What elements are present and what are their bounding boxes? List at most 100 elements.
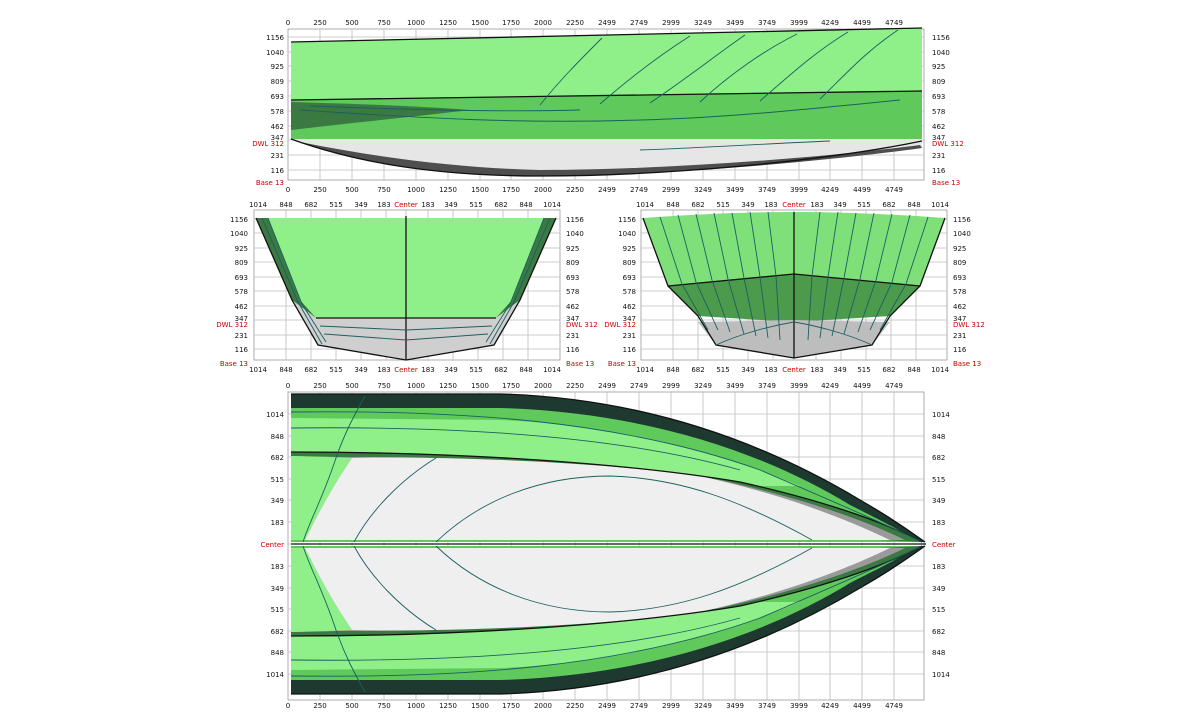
body-right-y-tick-right-3: 809 [953,259,966,267]
body-right-y-tick-right-2: 925 [953,245,966,253]
profile-x-tick-bottom-14: 3499 [726,186,744,194]
profile-x-tick-bottom-9: 2250 [566,186,584,194]
profile-x-tick-bottom-0: 0 [286,186,290,194]
body-left-x-tick-bottom-10: 682 [494,366,507,374]
profile-x-tick-top-18: 4499 [853,19,871,27]
plan-y-tick-right-9: 515 [932,606,945,614]
body-left-station-lines [261,217,551,345]
profile-y-tick-right-4: 693 [932,93,945,101]
profile-y-tick-left-7: 347 [271,134,284,142]
profile-x-tick-top-7: 1750 [502,19,520,27]
body-left-x-tick-bottom-3: 515 [329,366,342,374]
profile-x-tick-bottom-13: 3249 [694,186,712,194]
profile-chine-line [290,90,923,101]
profile-x-tick-bottom-16: 3999 [790,186,808,194]
profile-x-tick-top-1: 250 [313,19,326,27]
plan-view: 0 250 500 750 1000 1250 1500 1750 2000 2… [260,382,955,710]
body-right-y-tick-left-6: 462 [623,303,636,311]
body-left-y-tick-left-8: 231 [235,332,248,340]
profile-y-tick-left-6: 462 [271,123,284,131]
profile-x-tick-bottom-8: 2000 [534,186,552,194]
body-left-x-tick-top-8: 349 [444,201,457,209]
plan-x-tick-bottom-17: 4249 [821,702,839,710]
body-right-y-tick-right-0: 1156 [953,216,971,224]
body-right-x-tick-top-7: 183 [810,201,823,209]
plan-y-tick-left-10: 682 [271,628,284,636]
body-right-x-tick-top-12: 1014 [931,201,949,209]
body-right-x-tick-top-10: 682 [882,201,895,209]
plan-y-tick-right-0: 1014 [932,411,950,419]
plan-sheer-port [291,393,926,543]
plan-y-tick-left-11: 848 [271,649,284,657]
plan-sheer-stbd [291,545,926,695]
body-right-y-tick-left-9: 116 [623,346,637,354]
profile-y-tick-left-8: 231 [271,152,284,160]
profile-freeboard-band [291,91,922,139]
profile-y-tick-right-1: 1040 [932,49,950,57]
profile-y-tick-right-5: 578 [932,108,945,116]
body-right-x-tick-top-9: 515 [857,201,870,209]
plan-y-tick-left-3: 515 [271,476,284,484]
plan-chine-port [290,451,923,543]
plan-y-tick-left-6: Center [260,541,284,549]
profile-x-tick-top-6: 1500 [471,19,489,27]
body-right-x-tick-bottom-9: 515 [857,366,870,374]
body-right-x-tick-top-0: 1014 [636,201,654,209]
body-right-y-tick-left-8: 231 [623,332,636,340]
plan-x-tick-bottom-14: 3499 [726,702,744,710]
body-right-y-tick-right-6: 462 [953,303,966,311]
body-right-y-tick-left-0: 1156 [618,216,636,224]
plan-x-tick-bottom-12: 2999 [662,702,680,710]
profile-x-tick-top-12: 2999 [662,19,680,27]
body-left-x-tick-bottom-8: 349 [444,366,457,374]
profile-keel-line [290,138,923,177]
body-left-x-tick-labels: 1014 848 682 515 349 183 Center 183 349 … [249,201,561,374]
plan-x-tick-top-3: 750 [377,382,390,390]
profile-y-tick-right-0: 1156 [932,34,950,42]
body-left-y-tick-right-3: 809 [566,259,579,267]
body-right-y-tick-left-4: 693 [623,274,636,282]
profile-base-label-right: Base 13 [932,179,960,187]
body-right-section-lines [659,211,929,346]
profile-y-tick-left-9: 116 [271,167,285,175]
profile-dwl-label-right: DWL 312 [932,140,964,148]
plan-y-tick-right-8: 349 [932,585,945,593]
plan-x-tick-bottom-8: 2000 [534,702,552,710]
plan-x-tick-top-18: 4499 [853,382,871,390]
plan-x-tick-bottom-19: 4749 [885,702,903,710]
plan-hull-stbd-forefoot [291,548,352,632]
plan-hull-port-forefoot [291,456,352,540]
plan-y-tick-right-11: 848 [932,649,945,657]
plan-x-tick-bottom-16: 3999 [790,702,808,710]
plan-y-tick-right-4: 349 [932,497,945,505]
body-left-y-tick-right-7: 347 [566,315,579,323]
plan-x-tick-bottom-9: 2250 [566,702,584,710]
body-left-base-label-right: Base 13 [566,360,594,368]
profile-topsides [291,28,922,100]
profile-x-tick-bottom-17: 4249 [821,186,839,194]
body-right-y-tick-left-5: 578 [623,288,636,296]
body-right-x-tick-labels: 1014 848 682 515 349 183 Center 183 349 … [636,201,949,374]
profile-x-tick-bottom-12: 2999 [662,186,680,194]
body-right-x-tick-bottom-11: 848 [907,366,920,374]
profile-base-label-left: Base 13 [256,179,284,187]
body-left-y-tick-right-9: 116 [566,346,580,354]
plan-x-tick-top-5: 1250 [439,382,457,390]
profile-y-tick-left-5: 578 [271,108,284,116]
body-view-left: 1014 848 682 515 349 183 Center 183 349 … [216,201,598,374]
body-left-x-tick-bottom-1: 848 [279,366,292,374]
plan-x-tick-bottom-3: 750 [377,702,390,710]
body-right-x-tick-top-2: 682 [691,201,704,209]
body-right-y-tick-left-7: 347 [623,315,636,323]
body-right-x-tick-bottom-6: Center [782,366,806,374]
plan-x-tick-top-19: 4749 [885,382,903,390]
plan-x-tick-bottom-11: 2749 [630,702,648,710]
body-right-y-tick-right-9: 116 [953,346,967,354]
plan-y-tick-right-12: 1014 [932,671,950,679]
profile-x-tick-bottom-19: 4749 [885,186,903,194]
profile-y-tick-left-0: 1156 [266,34,284,42]
body-right-x-tick-top-6: Center [782,201,806,209]
plan-y-tick-right-5: 183 [932,519,945,527]
body-right-base-label-left: Base 13 [608,360,636,368]
